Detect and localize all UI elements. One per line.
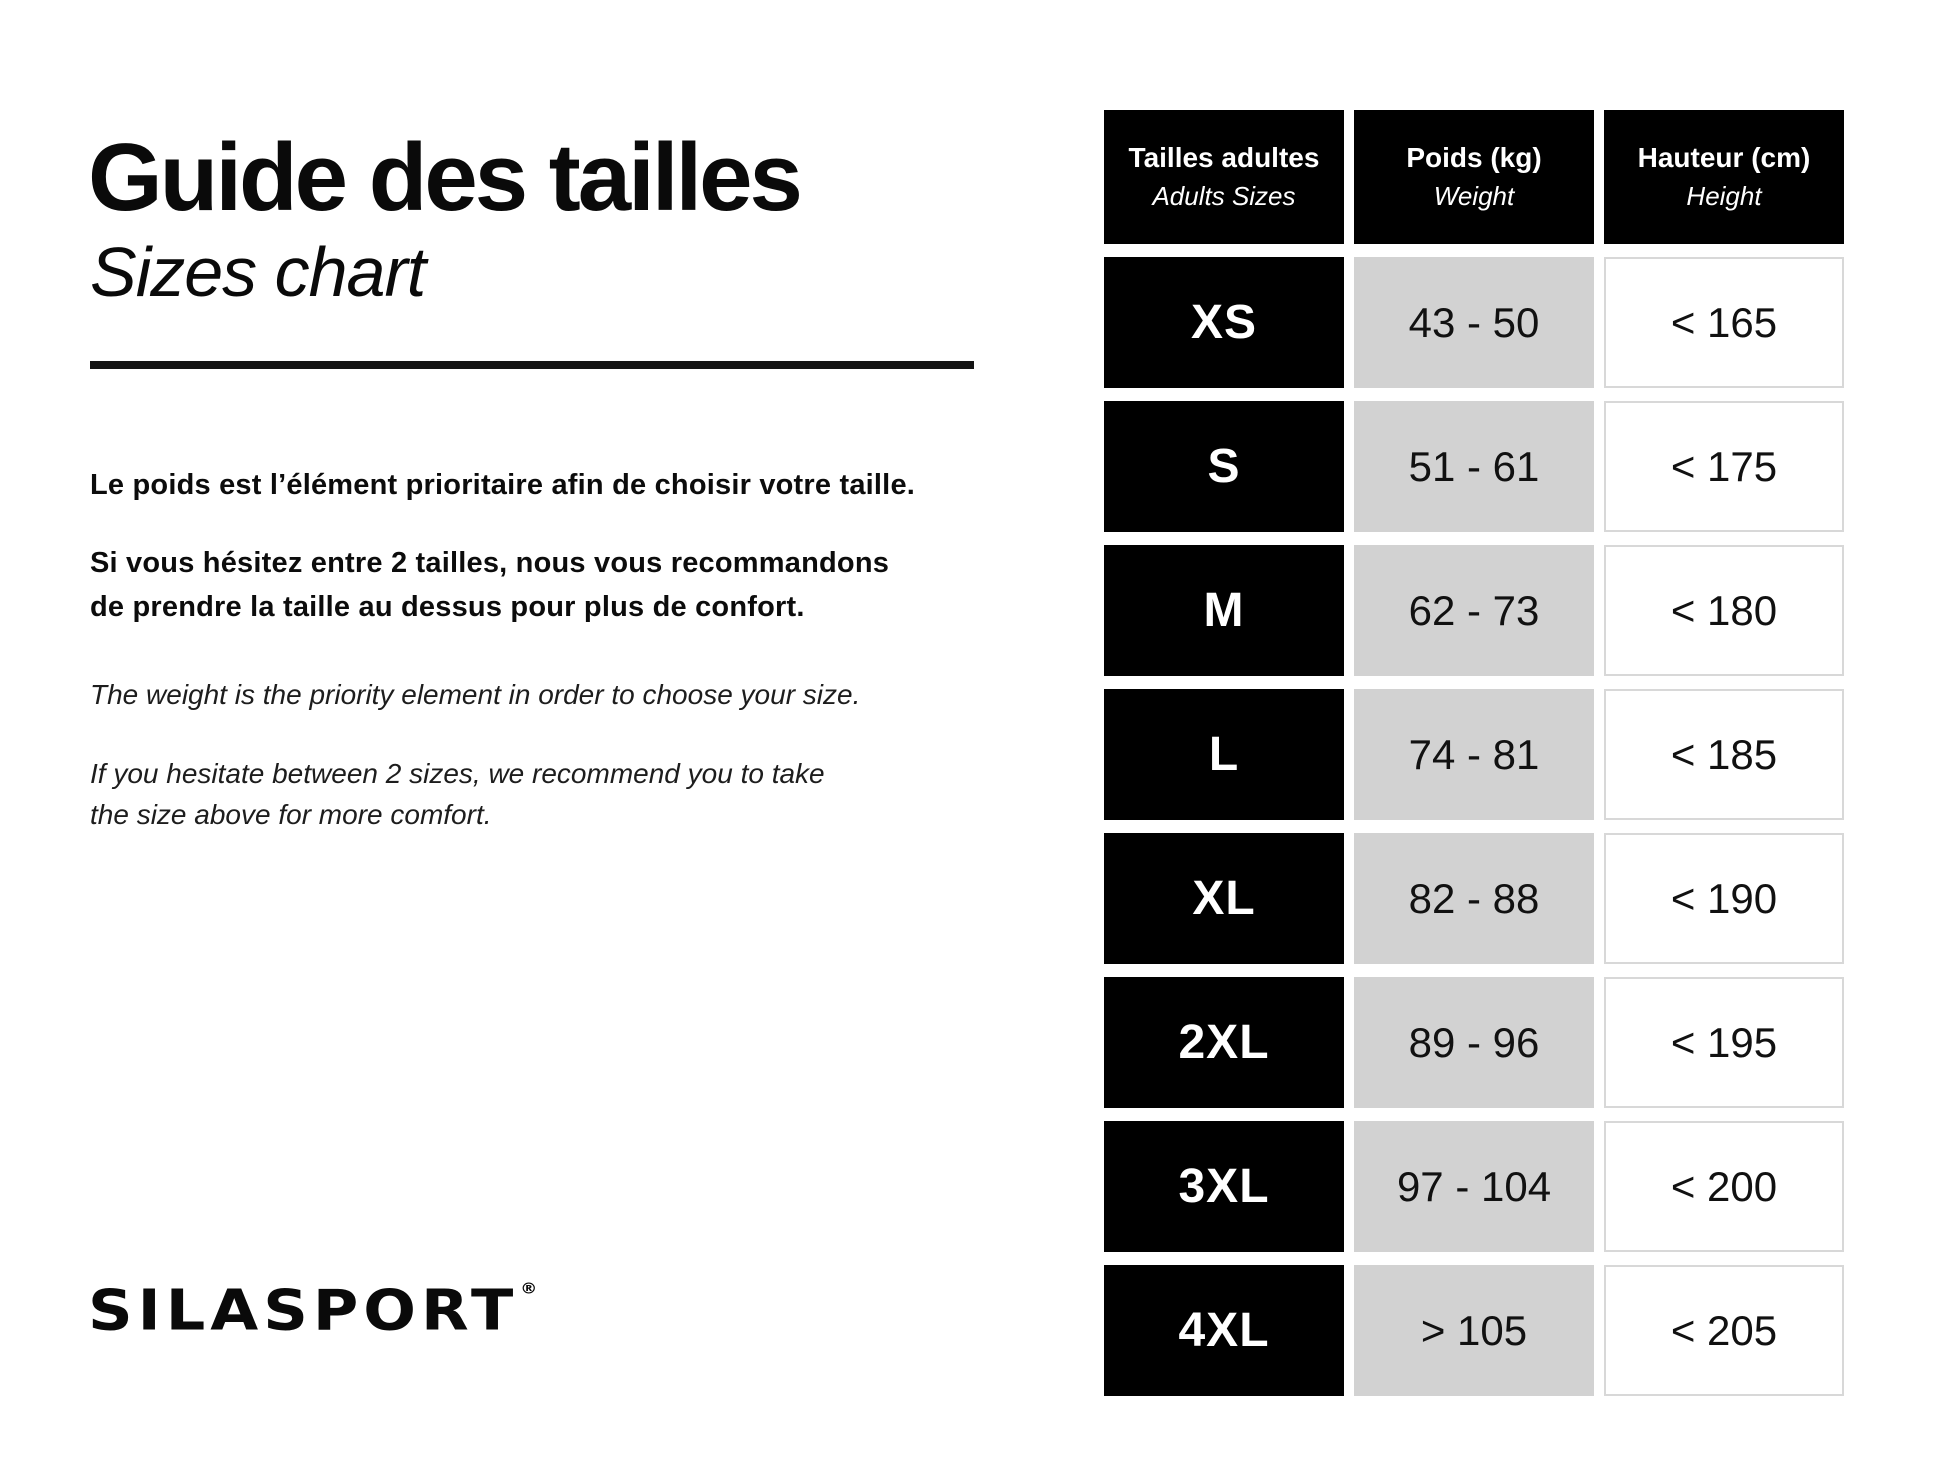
size-cell: 4XL [1104,1265,1344,1396]
height-cell: < 175 [1604,401,1844,532]
weight-cell: 43 - 50 [1354,257,1594,388]
header-en-label: Adults Sizes [1152,181,1296,211]
height-cell: < 195 [1604,977,1844,1108]
silasport-logo: SILASPORT ® [88,1282,537,1339]
weight-cell: 51 - 61 [1354,401,1594,532]
size-cell: 3XL [1104,1121,1344,1252]
registered-trademark-mark: ® [520,1280,538,1299]
size-cell: XS [1104,257,1344,388]
height-cell: < 205 [1604,1265,1844,1396]
silasport-logo-text: SILASPORT [88,1277,519,1344]
size-cell: 2XL [1104,977,1344,1108]
paragraph-en-hesitate: If you hesitate between 2 sizes, we reco… [90,758,825,830]
size-table: Tailles adultes Adults Sizes Poids (kg) … [1104,110,1844,1396]
weight-cell: > 105 [1354,1265,1594,1396]
header-fr-label: Hauteur (cm) [1637,142,1811,173]
paragraph-en-weight: The weight is the priority element in or… [90,679,861,710]
header-fr-label: Tailles adultes [1128,142,1320,173]
size-cell: S [1104,401,1344,532]
header-fr-label: Poids (kg) [1406,142,1542,173]
height-cell: < 180 [1604,545,1844,676]
paragraph-fr-hesitate: Si vous hésitez entre 2 tailles, nous vo… [90,547,890,623]
header-en-label: Weight [1433,181,1515,211]
table-header-weight: Poids (kg) Weight [1354,110,1594,244]
height-cell: < 200 [1604,1121,1844,1252]
weight-cell: 89 - 96 [1354,977,1594,1108]
weight-cell: 82 - 88 [1354,833,1594,964]
weight-cell: 74 - 81 [1354,689,1594,820]
paragraph-fr-weight: Le poids est l’élément prioritaire afin … [90,469,916,501]
title-divider [90,361,974,369]
table-header-height: Hauteur (cm) Height [1604,110,1844,244]
header-en-label: Height [1686,181,1762,211]
height-cell: < 190 [1604,833,1844,964]
page-title-en: Sizes chart [90,233,426,312]
size-cell: M [1104,545,1344,676]
height-cell: < 165 [1604,257,1844,388]
size-cell: XL [1104,833,1344,964]
size-cell: L [1104,689,1344,820]
weight-cell: 97 - 104 [1354,1121,1594,1252]
weight-cell: 62 - 73 [1354,545,1594,676]
page-title-fr: Guide des tailles [88,124,803,232]
table-header-adult-sizes: Tailles adultes Adults Sizes [1104,110,1344,244]
height-cell: < 185 [1604,689,1844,820]
